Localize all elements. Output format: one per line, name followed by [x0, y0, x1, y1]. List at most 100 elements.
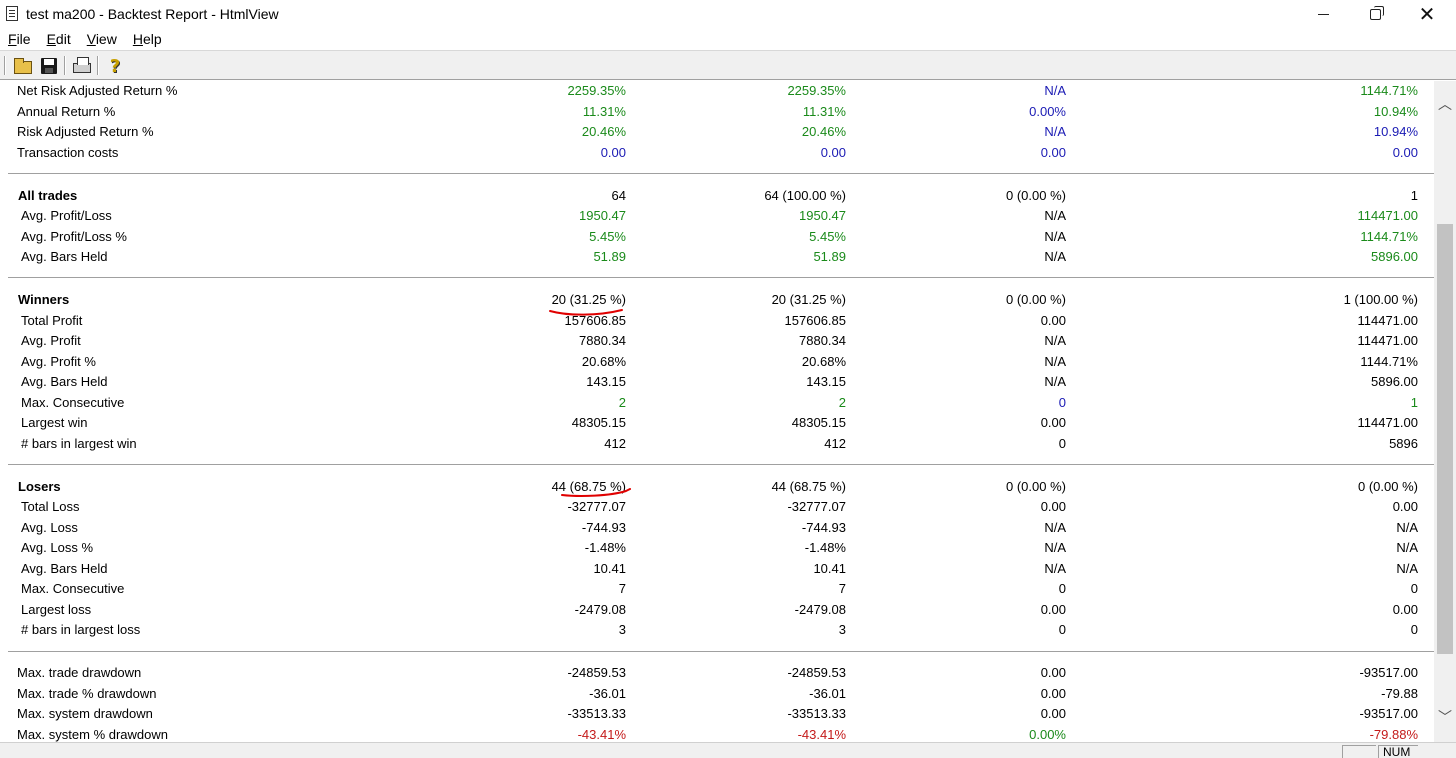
metric-label: # bars in largest loss [21, 622, 141, 637]
metric-value-col4: N/A [1396, 520, 1418, 535]
metric-value-col3: N/A [1044, 354, 1066, 369]
report-row: Transaction costs 0.00 0.00 0.00 0.00 [0, 143, 1434, 163]
save-disk-icon [41, 58, 57, 74]
menu-help[interactable]: Help [125, 31, 170, 47]
metric-label: Max. Consecutive [21, 581, 125, 596]
metric-value-col1: 1950.47 [579, 208, 626, 223]
metric-value-col1: 0.00 [600, 145, 626, 160]
close-icon: ✕ [1418, 3, 1436, 26]
report-row: Avg. Loss -744.93 -744.93 N/A N/A [0, 518, 1434, 538]
metric-value-col3: 0.00 [1040, 665, 1066, 680]
menu-edit[interactable]: Edit [39, 31, 79, 47]
report-row: Avg. Profit % 20.68% 20.68% N/A 1144.71% [0, 352, 1434, 372]
status-bar: NUM [0, 742, 1456, 758]
metric-value-col1: -33513.33 [567, 706, 626, 721]
metric-value-col1: 2259.35% [567, 83, 626, 98]
metric-value-col2: -33513.33 [787, 706, 846, 721]
scroll-down-button[interactable]: ﹀ [1434, 706, 1456, 728]
metric-value-col4: 0.00 [1392, 145, 1418, 160]
metric-value-col1: 44 (68.75 %) [551, 479, 626, 494]
metric-label: Avg. Bars Held [21, 374, 108, 389]
metric-value-col2: -32777.07 [787, 499, 846, 514]
metric-value-col4: 0 [1410, 581, 1418, 596]
metric-value-col3: 0.00 [1040, 313, 1066, 328]
metric-value-col1: -32777.07 [567, 499, 626, 514]
metric-value-col3: N/A [1044, 229, 1066, 244]
metric-label: Avg. Bars Held [21, 561, 108, 576]
metric-label: Max. system % drawdown [17, 727, 168, 742]
report-row: Avg. Profit/Loss 1950.47 1950.47 N/A 114471.… [0, 206, 1434, 226]
metric-value-col2: -43.41% [797, 727, 846, 742]
metric-value-col4: 0.00 [1392, 499, 1418, 514]
open-button[interactable] [12, 55, 34, 77]
minimize-icon [1317, 13, 1329, 15]
metric-label: Avg. Bars Held [21, 249, 108, 264]
menu-file[interactable]: File [0, 31, 39, 47]
print-button[interactable] [71, 55, 93, 77]
metric-value-col2: 7 [838, 581, 846, 596]
section-divider [8, 464, 1434, 465]
menu-file-label: ile [16, 31, 31, 47]
restore-button[interactable] [1352, 0, 1398, 28]
metric-value-col4: 114471.00 [1357, 333, 1419, 348]
metric-value-col2: 51.89 [813, 249, 846, 264]
menu-view-accel: V [86, 31, 96, 47]
metric-label: Transaction costs [17, 145, 119, 160]
metric-value-col3: 0 [1058, 581, 1066, 596]
metric-value-col2: 44 (68.75 %) [771, 479, 846, 494]
metric-value-col4: 0.00 [1392, 602, 1418, 617]
metric-value-col2: 11.31% [802, 104, 846, 119]
metric-value-col2: 48305.15 [791, 415, 846, 430]
report-row: Winners 20 (31.25 %) 20 (31.25 %) 0 (0.00 %… [0, 290, 1434, 310]
metric-value-col4: 10.94% [1373, 104, 1418, 119]
metric-value-col2: 20.68% [801, 354, 846, 369]
metric-value-col1: 2 [618, 395, 626, 410]
metric-value-col1: 412 [604, 436, 626, 451]
scroll-thumb[interactable] [1437, 224, 1453, 654]
metric-value-col4: 0 [1410, 622, 1418, 637]
metric-value-col2: 0.00 [820, 145, 846, 160]
metric-value-col2: 20.46% [801, 124, 846, 139]
metric-value-col3: 0.00 [1040, 145, 1066, 160]
minimize-button[interactable] [1300, 0, 1346, 28]
menu-edit-label: dit [55, 31, 71, 47]
report-row: Max. system % drawdown -43.41% -43.41% 0.00… [0, 725, 1434, 742]
scroll-up-button[interactable]: ︿ [1434, 93, 1456, 115]
annotation-underline [549, 309, 623, 316]
metric-value-col4: 1 [1410, 395, 1418, 410]
metric-value-col3: N/A [1044, 561, 1066, 576]
metric-value-col4: N/A [1396, 561, 1418, 576]
report-row: # bars in largest loss 3 3 0 0 [0, 620, 1434, 640]
report-view[interactable]: Net Risk Adjusted Return % 2259.35% 2259.3… [0, 81, 1434, 742]
metric-value-col4: 1144.71% [1360, 83, 1418, 98]
metric-label: Annual Return % [17, 104, 116, 119]
metric-value-col4: -93517.00 [1359, 706, 1418, 721]
metric-value-col2: 3 [838, 622, 846, 637]
metric-label: Max. trade drawdown [17, 665, 142, 680]
metric-value-col4: -79.88% [1369, 727, 1418, 742]
metric-value-col4: N/A [1396, 540, 1418, 555]
metric-value-col1: -24859.53 [567, 665, 626, 680]
vertical-scrollbar[interactable]: ︿ ﹀ [1434, 81, 1456, 742]
save-button[interactable] [38, 55, 60, 77]
menu-view[interactable]: View [79, 31, 125, 47]
report-row: Max. system drawdown -33513.33 -33513.33 0.… [0, 704, 1434, 724]
window-title: test ma200 - Backtest Report - HtmlView [26, 6, 279, 22]
metric-value-col2: 2259.35% [787, 83, 846, 98]
menu-file-accel: F [8, 31, 17, 47]
metric-value-col3: N/A [1044, 520, 1066, 535]
metric-value-col1: -744.93 [581, 520, 626, 535]
help-button[interactable]: ? [104, 55, 126, 77]
report-row: Avg. Profit/Loss % 5.45% 5.45% N/A 1144.71% [0, 227, 1434, 247]
close-button[interactable]: ✕ [1404, 0, 1450, 28]
metric-label: Avg. Profit/Loss [21, 208, 112, 223]
metric-value-col1: -36.01 [589, 686, 626, 701]
report-row: Avg. Bars Held 51.89 51.89 N/A 5896.00 [0, 247, 1434, 267]
metric-value-col4: 1 (100.00 %) [1343, 292, 1418, 307]
metric-label: Avg. Loss [21, 520, 78, 535]
metric-value-col2: 412 [824, 436, 846, 451]
metric-value-col4: 114471.00 [1357, 313, 1419, 328]
chevron-down-icon: ﹀ [1438, 709, 1452, 725]
status-pane-num: NUM [1378, 745, 1418, 758]
metric-value-col4: 1 [1410, 188, 1418, 203]
